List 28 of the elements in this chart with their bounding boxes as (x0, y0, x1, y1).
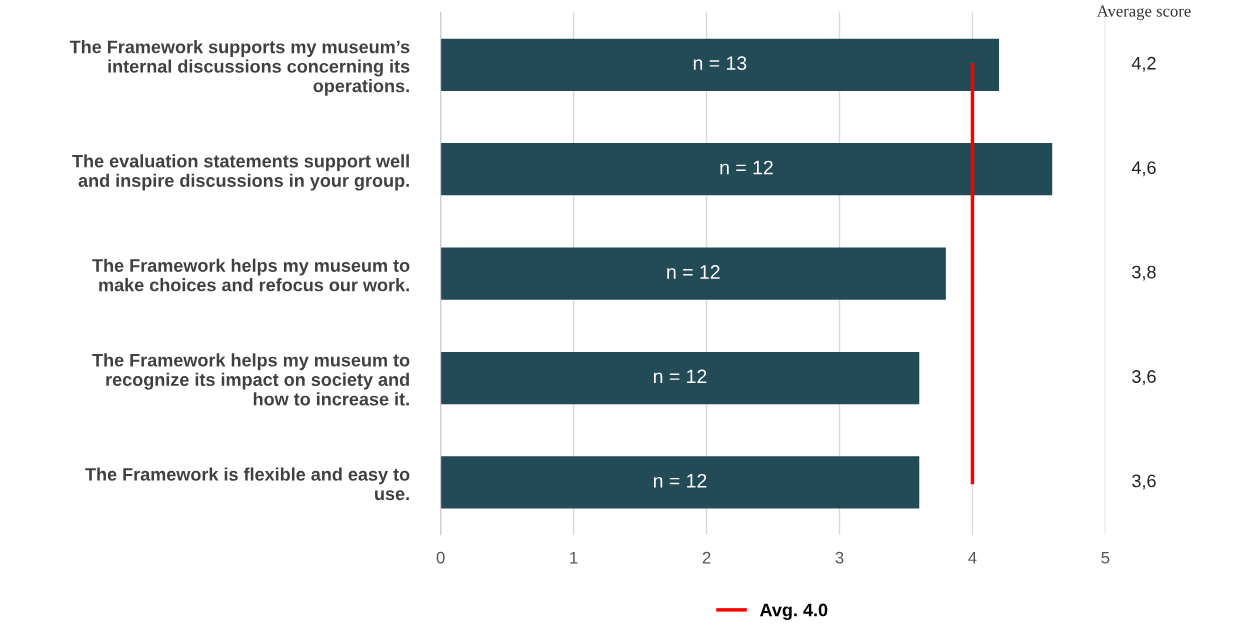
x-tick-label: 5 (1101, 551, 1110, 564)
data-label: 3,8 (1132, 265, 1156, 281)
x-tick-label: 2 (702, 551, 711, 564)
y-tick-label: The Framework is flexible and easy to use. (85, 467, 410, 501)
annotation: n = 12 (720, 160, 773, 175)
x-tick-label: 0 (436, 551, 445, 564)
annotation: n = 12 (653, 473, 707, 488)
bar (440, 351, 920, 405)
data-label: 3,6 (1132, 370, 1156, 386)
data-label: 4,2 (1131, 56, 1156, 72)
bar (440, 38, 1000, 91)
x-tick-label: 4 (968, 551, 977, 564)
x-tick-label: 1 (570, 551, 578, 564)
y-tick-label: The Framework helps my museum to make choices and refocus our work. (92, 258, 410, 292)
data-label: 4,6 (1131, 161, 1156, 177)
bar (440, 247, 946, 300)
bar (440, 456, 920, 509)
annotation: n = 12 (667, 265, 720, 279)
y-tick-label: The Framework helps my museum to recognize its impact on society and how to increase it. (92, 353, 410, 406)
bar (440, 143, 1053, 196)
annotation: n = 12 (653, 369, 707, 384)
data-label: 3,6 (1132, 474, 1156, 490)
y-tick-label: The Framework supports my museum’s internal discussions concerning its operations. (69, 40, 410, 96)
annotation: Average score (1096, 5, 1191, 21)
annotation: n = 13 (693, 56, 747, 71)
legend-label: Avg. 4.0 (759, 603, 828, 621)
y-tick-label: The evaluation statements support well and inspire discussions in your group. (72, 154, 409, 191)
x-tick-label: 3 (835, 551, 844, 564)
